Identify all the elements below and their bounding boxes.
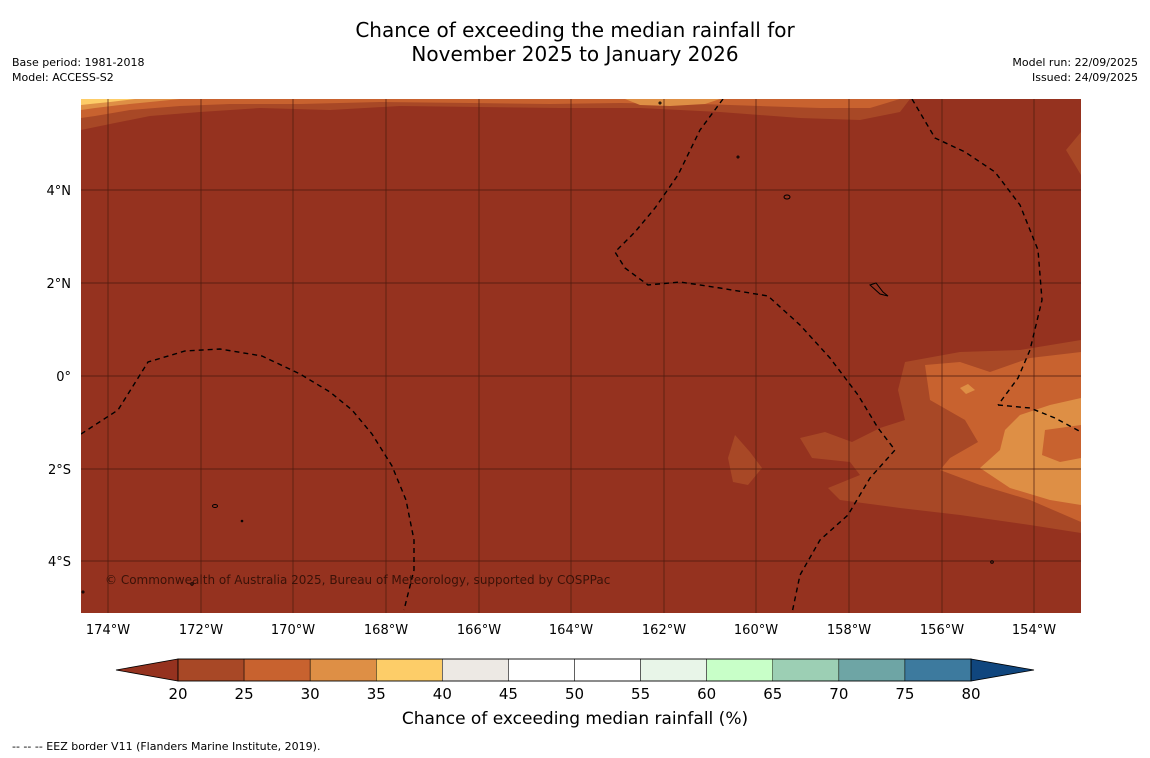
- x-tick-label: 162°W: [642, 623, 686, 638]
- colorbar-over-arrow: [970, 658, 1035, 682]
- x-tick-label: 168°W: [364, 623, 408, 638]
- rain-band-25-patch: [728, 435, 762, 485]
- gridlines: [81, 99, 1081, 613]
- colorbar-under-arrow: [115, 658, 179, 682]
- colorbar-tick-label: 80: [961, 685, 980, 703]
- footnote: -- -- -- EEZ border V11 (Flanders Marine…: [12, 740, 321, 753]
- colorbar-tick-label: 45: [499, 685, 518, 703]
- y-tick-label: 2°S: [48, 463, 71, 478]
- colorbar-segment: [706, 658, 774, 682]
- y-tick-label: 0°: [56, 370, 71, 385]
- model-run: Model run: 22/09/2025: [1012, 56, 1138, 69]
- axis-labels: 4°N 2°N 0° 2°S 4°S 174°W 172°W 170°W 168…: [47, 184, 1057, 638]
- x-tick-label: 164°W: [549, 623, 593, 638]
- colorbar-title: Chance of exceeding median rainfall (%): [401, 709, 749, 729]
- issued-date: Issued: 24/09/2025: [1031, 71, 1138, 84]
- map-background: [81, 99, 1081, 613]
- y-axis-labels: 4°N 2°N 0° 2°S 4°S: [47, 184, 72, 570]
- colorbar-segment: [177, 658, 245, 682]
- colorbar-tick-label: 60: [697, 685, 716, 703]
- x-tick-label: 156°W: [920, 623, 964, 638]
- x-tick-label: 154°W: [1012, 623, 1056, 638]
- colorbar-segment: [838, 658, 906, 682]
- colorbar-frame: [177, 658, 972, 682]
- meta-left: Base period: 1981-2018 Model: ACCESS-S2: [12, 55, 144, 85]
- colorbar-segment: [640, 658, 707, 682]
- eez-border-east-b: [997, 404, 1081, 433]
- colorbar-segment: [772, 658, 840, 682]
- eez-border-central: [614, 99, 896, 613]
- rain-band-35-top-b: [625, 99, 720, 106]
- chart-title: Chance of exceeding the median rainfall …: [0, 18, 1150, 66]
- x-tick-label: 174°W: [86, 623, 130, 638]
- eez-border-east: [911, 99, 1043, 406]
- x-axis-labels: 174°W 172°W 170°W 168°W 166°W 164°W 162°…: [86, 623, 1056, 638]
- colorbar-tick-label: 65: [763, 685, 782, 703]
- colorbar-segments: [177, 658, 972, 682]
- colorbar-ticks: 20 25 30 35 40 45 50 55 60 65 70 75 80: [168, 685, 980, 703]
- x-tick-label: 170°W: [271, 623, 315, 638]
- base-period: Base period: 1981-2018: [12, 56, 145, 69]
- y-tick-label: 2°N: [47, 277, 72, 292]
- rain-band-35-small: [960, 384, 975, 394]
- y-tick-label: 4°S: [48, 555, 71, 570]
- colorbar-segment: [309, 658, 377, 682]
- island-6: [990, 560, 994, 564]
- islands: [81, 101, 994, 594]
- x-tick-label: 158°W: [827, 623, 871, 638]
- meta-right: Model run: 22/09/2025 Issued: 24/09/2025: [1012, 55, 1138, 85]
- copyright-text: © Commonwealth of Australia 2025, Bureau…: [105, 573, 610, 587]
- rain-band-30-inner: [1042, 425, 1081, 462]
- colorbar-segment: [442, 658, 509, 682]
- island-2: [212, 504, 218, 508]
- colorbar-tick-label: 70: [829, 685, 848, 703]
- x-tick-label: 172°W: [179, 623, 223, 638]
- island-5: [240, 519, 244, 523]
- rain-band-35-southeast: [980, 398, 1081, 505]
- colorbar-tick-label: 25: [235, 685, 254, 703]
- island-4: [658, 101, 662, 105]
- island-7: [190, 582, 194, 586]
- colorbar-segment: [574, 658, 641, 682]
- colorbar-segment: [376, 658, 443, 682]
- island-1: [783, 194, 791, 200]
- colorbar: 20 25 30 35 40 45 50 55 60 65 70 75 80: [115, 658, 1035, 703]
- colorbar-tick-label: 40: [433, 685, 452, 703]
- y-tick-label: 4°N: [47, 184, 72, 199]
- title-line-1: Chance of exceeding the median rainfall …: [355, 18, 795, 42]
- colorbar-tick-label: 30: [301, 685, 320, 703]
- island-8: [81, 590, 85, 594]
- colorbar-tick-label: 75: [895, 685, 914, 703]
- colorbar-tick-label: 35: [367, 685, 386, 703]
- rain-band-25-top: [81, 99, 910, 130]
- island-3: [736, 155, 740, 159]
- colorbar-segment: [508, 658, 575, 682]
- x-tick-label: 166°W: [457, 623, 501, 638]
- colorbar-tick-label: 55: [631, 685, 650, 703]
- model-name: Model: ACCESS-S2: [12, 71, 114, 84]
- colorbar-segment: [904, 658, 972, 682]
- colorbar-tick-label: 20: [168, 685, 187, 703]
- title-line-2: November 2025 to January 2026: [411, 42, 739, 66]
- x-tick-label: 160°W: [734, 623, 778, 638]
- colorbar-tick-label: 50: [565, 685, 584, 703]
- island-kiritimati: [869, 282, 889, 297]
- map-area: © Commonwealth of Australia 2025, Bureau…: [81, 99, 1081, 613]
- eez-borders: [81, 99, 1081, 613]
- colorbar-segment: [243, 658, 311, 682]
